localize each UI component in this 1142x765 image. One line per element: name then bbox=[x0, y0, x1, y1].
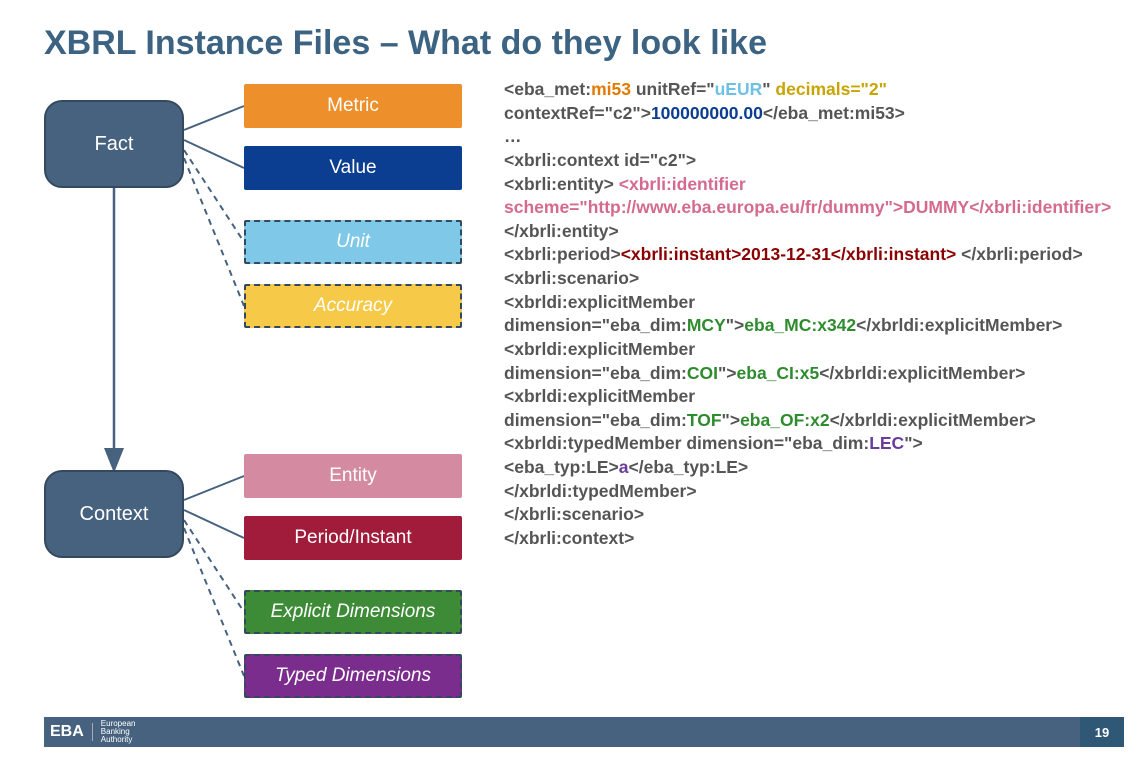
code-token: <eba_met: bbox=[504, 79, 591, 99]
typed-box: Typed Dimensions bbox=[244, 654, 462, 698]
code-token: eba_OF:x2 bbox=[740, 410, 829, 430]
code-token: "> bbox=[722, 410, 741, 430]
code-token: 100000000.00 bbox=[651, 103, 763, 123]
code-line: <xbrldi:explicitMember dimension="eba_di… bbox=[504, 385, 1114, 432]
context-node: Context bbox=[44, 470, 184, 558]
code-line: </xbrli:scenario> bbox=[504, 503, 1114, 527]
code-token: contextRef="c2"> bbox=[504, 103, 651, 123]
accuracy-box: Accuracy bbox=[244, 284, 462, 328]
code-token: <xbrli:entity> bbox=[504, 174, 619, 194]
code-token: "> bbox=[718, 363, 737, 383]
code-token: </xbrli:context> bbox=[504, 528, 634, 548]
code-token: "> bbox=[726, 315, 745, 335]
code-line: <xbrldi:typedMember dimension="eba_dim:L… bbox=[504, 432, 1114, 456]
code-token: <eba_typ:LE> bbox=[504, 457, 619, 477]
code-token: <xbrli:instant>2013-12-31</xbrli:instant… bbox=[621, 244, 957, 264]
logo-sub-3: Authority bbox=[101, 736, 136, 744]
code-token: a bbox=[619, 457, 629, 477]
code-token: MCY bbox=[687, 315, 726, 335]
metric-box: Metric bbox=[244, 84, 462, 128]
code-line: </xbrli:context> bbox=[504, 527, 1114, 551]
slide-title: XBRL Instance Files – What do they look … bbox=[44, 24, 767, 63]
code-token: mi53 bbox=[591, 79, 631, 99]
code-token: <xbrldi:explicitMember dimension="eba_di… bbox=[504, 339, 695, 383]
code-token: </eba_met:mi53> bbox=[763, 103, 905, 123]
page-number: 19 bbox=[1080, 717, 1124, 747]
code-line: <xbrli:scenario> bbox=[504, 267, 1114, 291]
value-box: Value bbox=[244, 146, 462, 190]
code-token: <xbrli:period> bbox=[504, 244, 621, 264]
code-token: <xbrldi:explicitMember dimension="eba_di… bbox=[504, 292, 695, 336]
fact-node: Fact bbox=[44, 100, 184, 188]
code-token: <xbrldi:explicitMember dimension="eba_di… bbox=[504, 386, 695, 430]
code-line: … bbox=[504, 125, 1114, 149]
code-token: </xbrli:period> bbox=[956, 244, 1082, 264]
eba-logo-text: EBA bbox=[44, 723, 93, 741]
code-token: … bbox=[504, 126, 522, 146]
code-line: <xbrldi:explicitMember dimension="eba_di… bbox=[504, 338, 1114, 385]
code-token: </xbrli:scenario> bbox=[504, 504, 644, 524]
code-token: TOF bbox=[687, 410, 722, 430]
code-token: uEUR bbox=[715, 79, 763, 99]
diagram-area: Fact Metric Value Unit Accuracy Context Ent… bbox=[44, 80, 484, 720]
explicit-box: Explicit Dimensions bbox=[244, 590, 462, 634]
code-token: </xbrldi:typedMember> bbox=[504, 481, 697, 501]
eba-logo-subtitle: European Banking Authority bbox=[101, 720, 136, 744]
entity-box: Entity bbox=[244, 454, 462, 498]
xml-code-block: <eba_met:mi53 unitRef="uEUR" decimals="2… bbox=[504, 78, 1114, 551]
unit-box: Unit bbox=[244, 220, 462, 264]
code-line: <xbrli:context id="c2"> bbox=[504, 149, 1114, 173]
code-token: </xbrldi:explicitMember> bbox=[856, 315, 1062, 335]
code-token: eba_MC:x342 bbox=[744, 315, 856, 335]
code-token: </eba_typ:LE> bbox=[629, 457, 749, 477]
period-box: Period/Instant bbox=[244, 516, 462, 560]
code-token: eba_CI:x5 bbox=[737, 363, 820, 383]
code-token: LEC bbox=[869, 433, 904, 453]
code-token: <xbrli:scenario> bbox=[504, 268, 639, 288]
code-token: <xbrldi:typedMember dimension="eba_dim: bbox=[504, 433, 869, 453]
code-token: unitRef=" bbox=[631, 79, 715, 99]
code-token: decimals="2" bbox=[775, 79, 886, 99]
fact-label: Fact bbox=[95, 133, 134, 156]
footer-bar: EBA European Banking Authority 19 bbox=[44, 717, 1124, 747]
context-label: Context bbox=[80, 503, 149, 526]
code-line: <eba_met:mi53 unitRef="uEUR" decimals="2… bbox=[504, 78, 1114, 125]
code-line: <eba_typ:LE>a</eba_typ:LE> bbox=[504, 456, 1114, 480]
code-token: </xbrldi:explicitMember> bbox=[819, 363, 1025, 383]
code-token: " bbox=[762, 79, 775, 99]
code-token: </xbrli:entity> bbox=[504, 221, 619, 241]
code-line: <xbrli:period><xbrli:instant>2013-12-31<… bbox=[504, 243, 1114, 267]
code-token: "> bbox=[904, 433, 923, 453]
code-line: <xbrldi:explicitMember dimension="eba_di… bbox=[504, 291, 1114, 338]
code-line: <xbrli:entity> <xbrli:identifier scheme=… bbox=[504, 173, 1114, 244]
code-token: </xbrldi:explicitMember> bbox=[830, 410, 1036, 430]
code-line: </xbrldi:typedMember> bbox=[504, 480, 1114, 504]
code-token: COI bbox=[687, 363, 718, 383]
code-token: <xbrli:context id="c2"> bbox=[504, 150, 696, 170]
